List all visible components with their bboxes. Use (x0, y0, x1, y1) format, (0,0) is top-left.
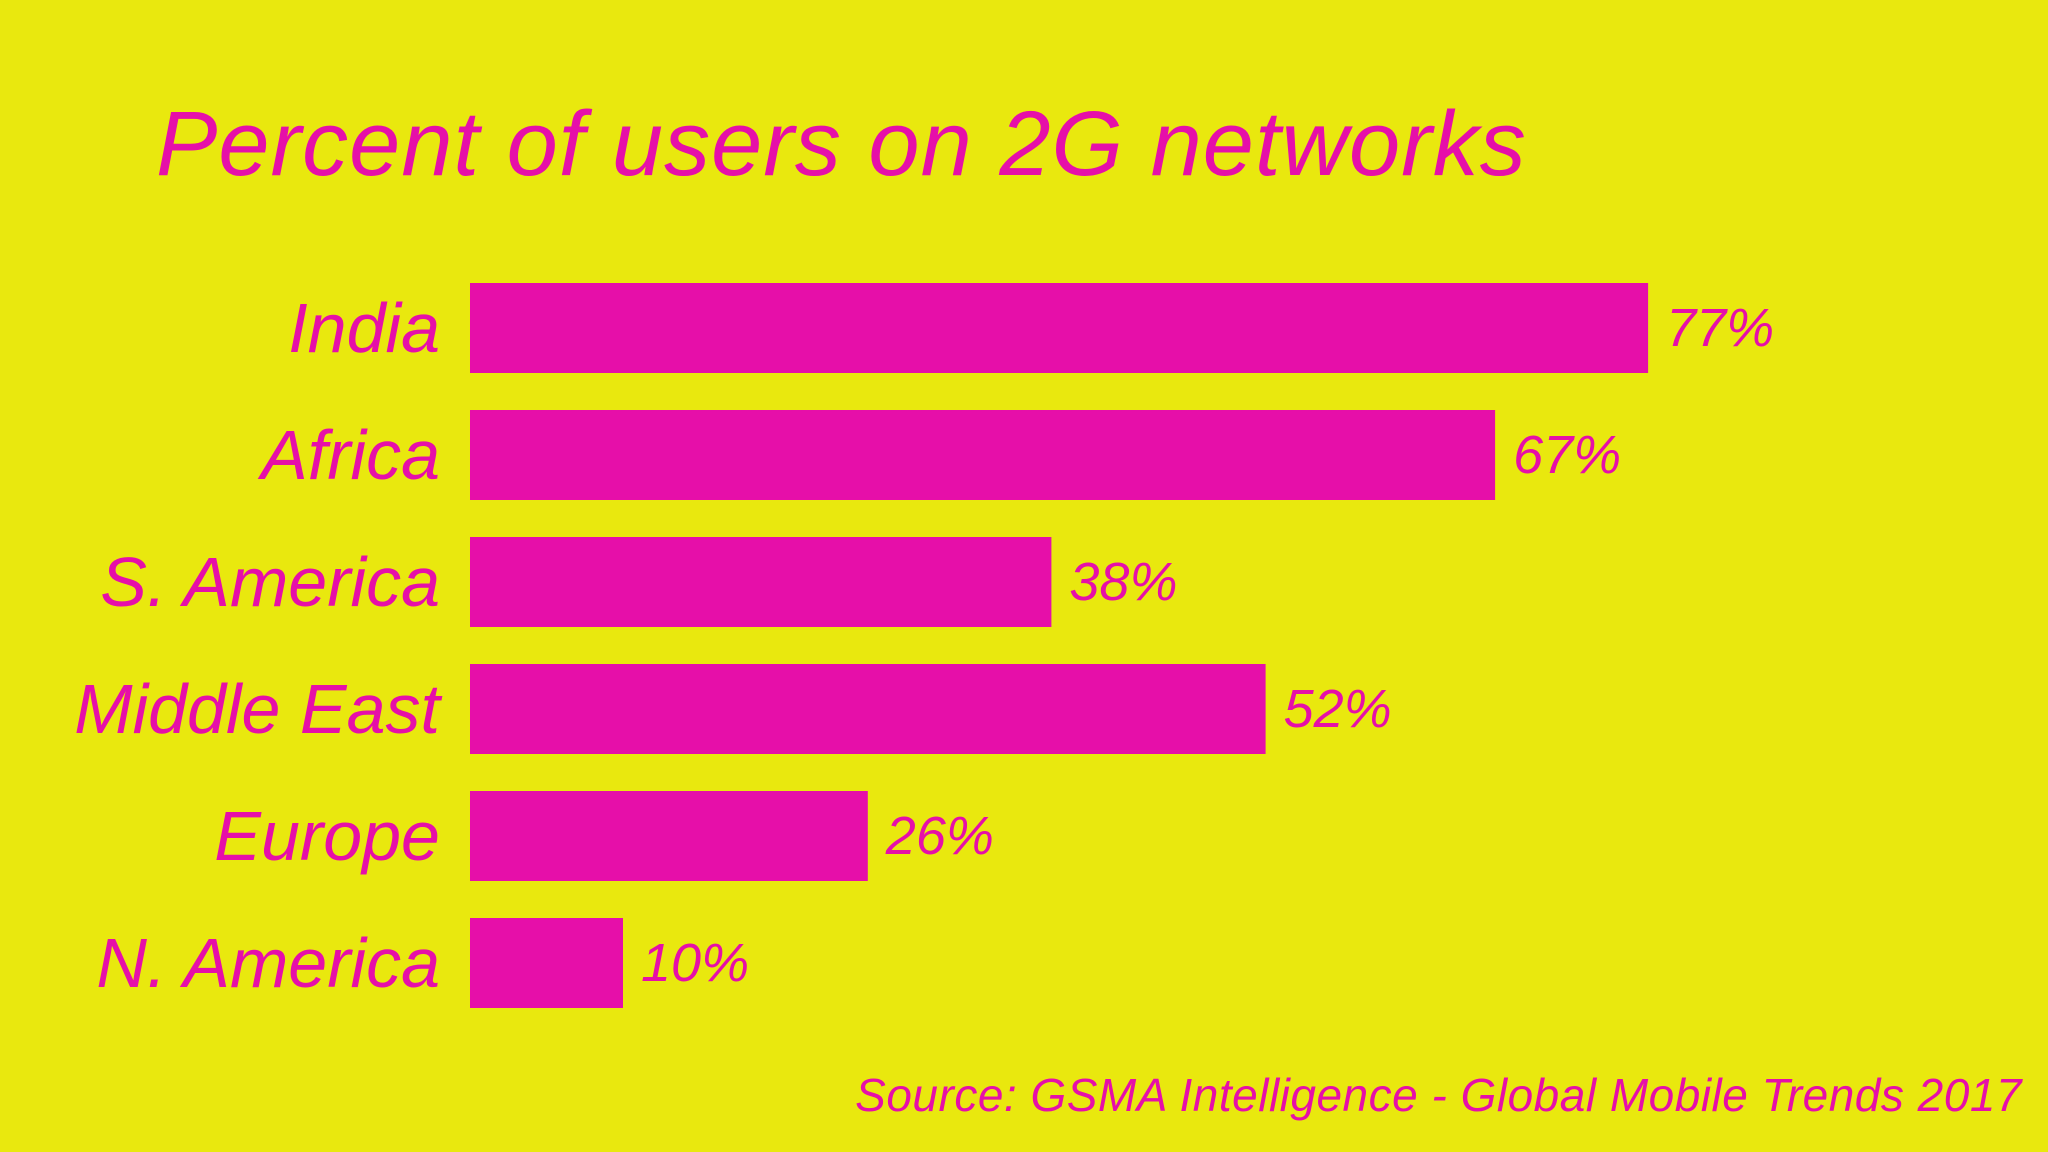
value-label: 52% (1284, 679, 1392, 739)
category-label: N. America (96, 924, 440, 1002)
value-label: 67% (1513, 425, 1621, 485)
category-label: Africa (257, 416, 440, 494)
category-label: S. America (100, 543, 440, 621)
bar-europe (470, 791, 868, 881)
bar-n-america (470, 918, 623, 1008)
value-label: 26% (885, 806, 994, 866)
value-label: 38% (1069, 552, 1177, 612)
source-note: Source: GSMA Intelligence - Global Mobil… (855, 1069, 2022, 1121)
value-label: 77% (1666, 298, 1774, 358)
bar-s-america (470, 537, 1052, 627)
value-label: 10% (641, 933, 749, 993)
bar-africa (470, 410, 1496, 500)
bar-india (470, 283, 1649, 373)
category-label: India (288, 289, 440, 367)
chart-title: Percent of users on 2G networks (156, 93, 1527, 195)
category-label: Middle East (74, 670, 442, 748)
category-label: Europe (214, 797, 440, 875)
bar-middle-east (470, 664, 1266, 754)
